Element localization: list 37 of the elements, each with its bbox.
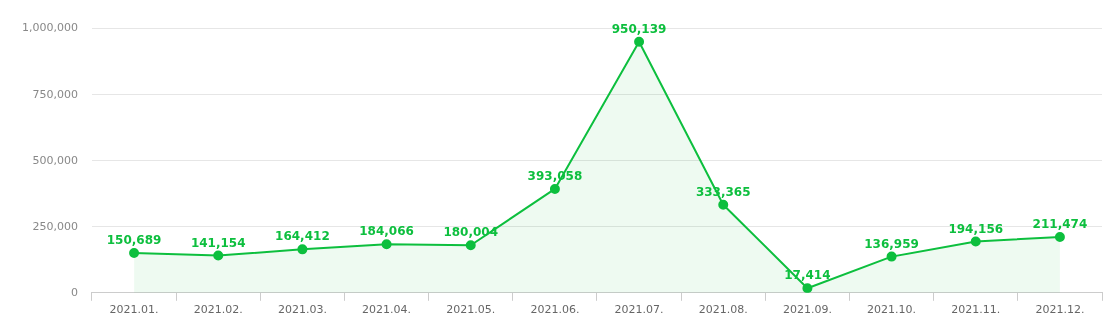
point [886, 251, 897, 262]
y-tick-label: 0 [70, 285, 78, 299]
point [213, 250, 224, 261]
data-label: 141,154 [190, 235, 246, 250]
data-label: 164,412 [275, 229, 330, 244]
point [634, 36, 645, 47]
x-tick-label: 2021.01. [109, 303, 159, 317]
x-tick-label: 2021.02. [193, 303, 243, 317]
data-label: 950,139 [611, 21, 667, 36]
x-tick-label: 2021.09. [782, 303, 832, 317]
point [129, 247, 140, 258]
y-tick-label: 500,000 [32, 153, 78, 167]
point [549, 183, 560, 194]
x-tick-label: 2021.06. [530, 303, 580, 317]
data-label: 184,066 [359, 224, 414, 239]
x-tick-label: 2021.03. [277, 303, 327, 317]
data-label: 150,689 [106, 233, 162, 248]
point [297, 244, 308, 255]
point [1054, 231, 1065, 242]
point [718, 199, 729, 210]
point [465, 240, 476, 251]
point [802, 283, 813, 293]
x-tick-label: 2021.05. [446, 303, 496, 317]
y-tick-label: 1,000,000 [22, 21, 78, 35]
x-tick-label: 2021.08. [698, 303, 748, 317]
data-label: 211,474 [1032, 217, 1088, 232]
x-tick-label: 2021.12. [1035, 303, 1085, 317]
data-label: 136,959 [864, 236, 919, 251]
point [970, 236, 981, 247]
point [381, 239, 392, 250]
x-tick-label: 2021.11. [951, 303, 1001, 317]
x-tick-label: 2021.07. [614, 303, 664, 317]
data-label: 194,156 [948, 221, 1004, 236]
y-tick-label: 750,000 [32, 87, 78, 101]
y-tick-label: 250,000 [32, 219, 78, 233]
x-tick-label: 2021.10. [867, 303, 917, 317]
x-tick-label: 2021.04. [362, 303, 412, 317]
